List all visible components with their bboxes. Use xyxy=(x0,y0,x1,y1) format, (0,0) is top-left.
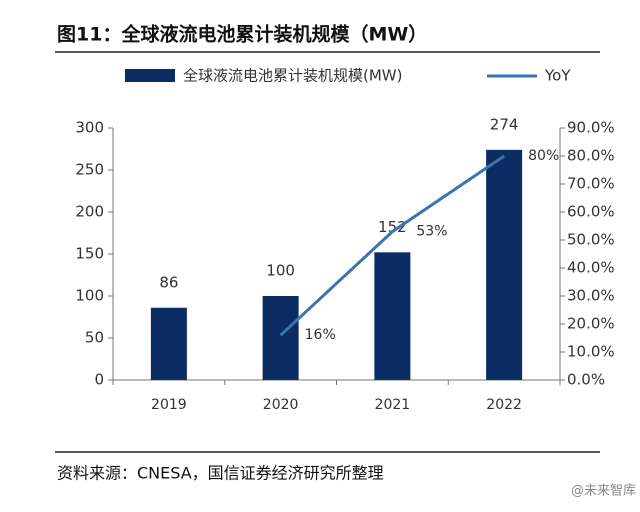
bar-value-label: 274 xyxy=(490,115,519,133)
x-tick-label: 2021 xyxy=(375,397,411,413)
x-tick-label: 2020 xyxy=(263,397,299,413)
source: 资料来源：CNESA，国信证券经济研究所整理 xyxy=(57,464,384,483)
line xyxy=(279,154,505,337)
line-value-label: 53% xyxy=(416,224,447,240)
legend-swatch xyxy=(125,69,175,82)
y2-tick-label: 0.0% xyxy=(567,371,605,389)
legend-label: 全球液流电池累计装机规模(MW) xyxy=(183,67,402,85)
bar xyxy=(262,296,299,380)
bar xyxy=(374,252,411,380)
y2-tick-label: 30.0% xyxy=(567,287,615,305)
y-tick-label: 100 xyxy=(75,287,104,305)
x-tick-label: 2022 xyxy=(486,397,522,413)
y-tick-label: 300 xyxy=(75,119,104,137)
bar-value-label: 152 xyxy=(378,218,407,236)
y2-tick-label: 80.0% xyxy=(567,147,615,165)
y2-tick-label: 50.0% xyxy=(567,231,615,249)
line-value-label: 80% xyxy=(528,148,559,164)
y2-tick-label: 60.0% xyxy=(567,203,615,221)
bar xyxy=(150,307,187,380)
y-tick-label: 0 xyxy=(94,371,104,389)
y-tick-label: 150 xyxy=(75,245,104,263)
x-tick-label: 2019 xyxy=(151,397,187,413)
y2-tick-label: 70.0% xyxy=(567,175,615,193)
y2-tick-label: 90.0% xyxy=(567,119,615,137)
y2-tick-label: 40.0% xyxy=(567,259,615,277)
legend-label: YoY xyxy=(544,67,571,85)
y-tick-label: 50 xyxy=(85,329,104,347)
y-tick-label: 250 xyxy=(75,161,104,179)
watermark: @未来智库 xyxy=(571,483,636,499)
y-tick-label: 200 xyxy=(75,203,104,221)
line-value-label: 16% xyxy=(305,327,336,343)
bar-value-label: 86 xyxy=(159,273,178,291)
bar xyxy=(486,149,523,380)
y2-tick-label: 10.0% xyxy=(567,343,615,361)
bar-value-label: 100 xyxy=(266,262,295,280)
chart-title: 图11：全球液流电池累计装机规模（MW） xyxy=(57,23,427,46)
y2-tick-label: 20.0% xyxy=(567,315,615,333)
